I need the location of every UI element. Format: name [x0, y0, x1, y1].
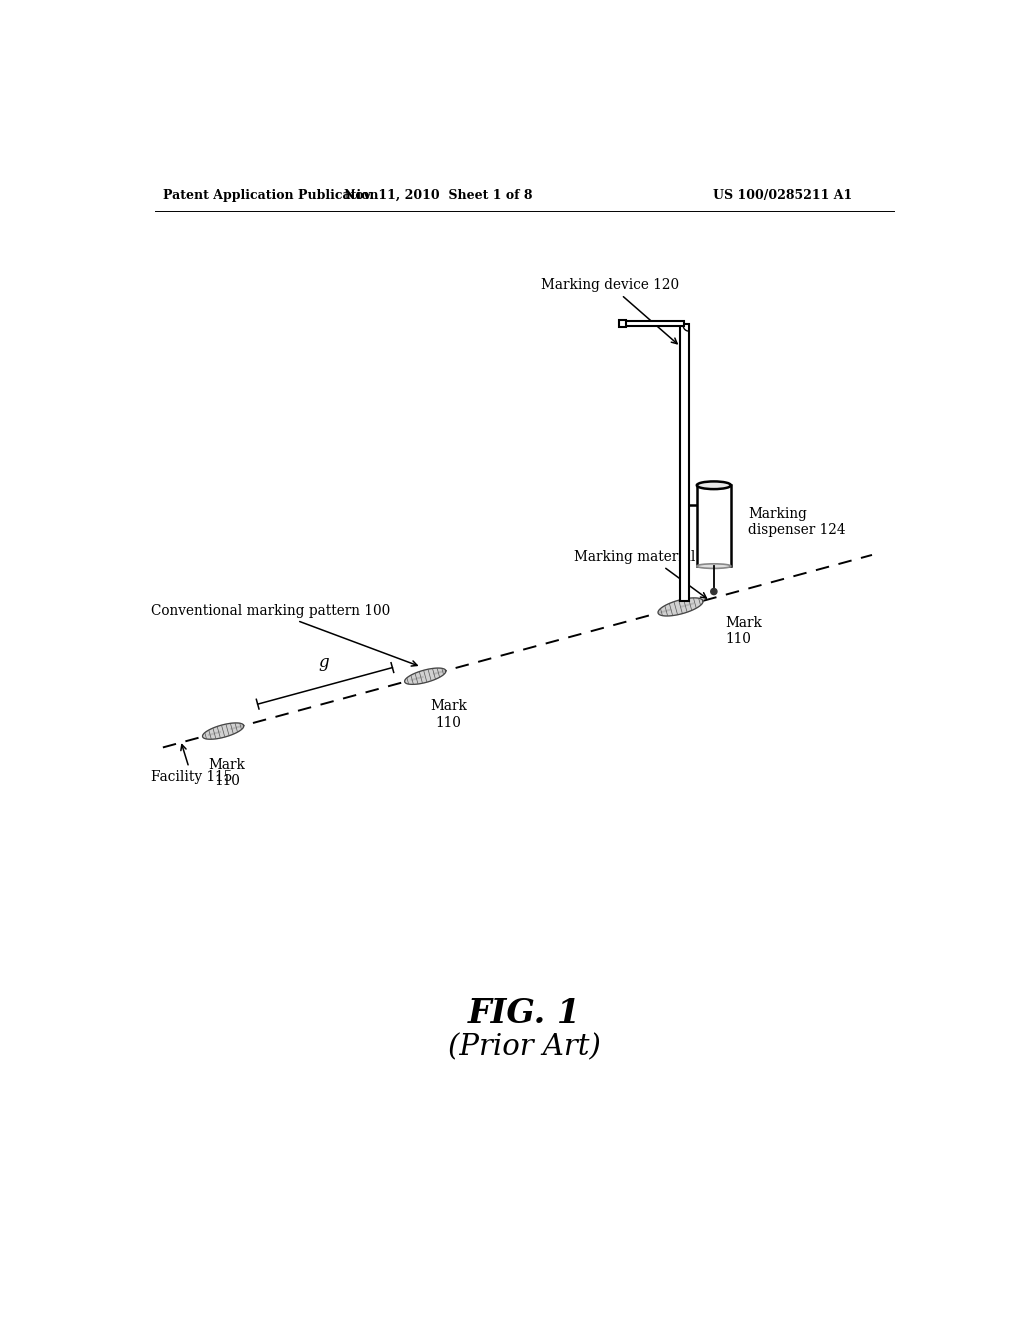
- Bar: [680, 323, 689, 601]
- Text: US 100/0285211 A1: US 100/0285211 A1: [713, 189, 852, 202]
- Text: Nov. 11, 2010  Sheet 1 of 8: Nov. 11, 2010 Sheet 1 of 8: [344, 189, 532, 202]
- Text: Mark
110: Mark 110: [725, 616, 762, 647]
- Bar: [620, 319, 626, 327]
- Text: g: g: [318, 653, 330, 671]
- Text: Patent Application Publication: Patent Application Publication: [163, 189, 379, 202]
- Polygon shape: [404, 668, 445, 684]
- Text: Marking device 120: Marking device 120: [541, 279, 679, 343]
- Bar: [696, 486, 731, 566]
- Text: Facility 115: Facility 115: [152, 744, 232, 784]
- Bar: [623, 322, 684, 326]
- Circle shape: [711, 589, 717, 594]
- Text: Mark
110: Mark 110: [430, 700, 467, 730]
- Ellipse shape: [696, 564, 731, 569]
- Ellipse shape: [696, 482, 731, 490]
- Text: Marking
dispenser 124: Marking dispenser 124: [748, 507, 846, 537]
- Text: FIG. 1: FIG. 1: [468, 997, 582, 1030]
- Polygon shape: [658, 598, 703, 616]
- Text: Mark
110: Mark 110: [209, 758, 246, 788]
- Text: (Prior Art): (Prior Art): [449, 1034, 601, 1061]
- Text: Marking material 122: Marking material 122: [574, 550, 726, 598]
- Text: Conventional marking pattern 100: Conventional marking pattern 100: [152, 603, 417, 667]
- Polygon shape: [203, 723, 244, 739]
